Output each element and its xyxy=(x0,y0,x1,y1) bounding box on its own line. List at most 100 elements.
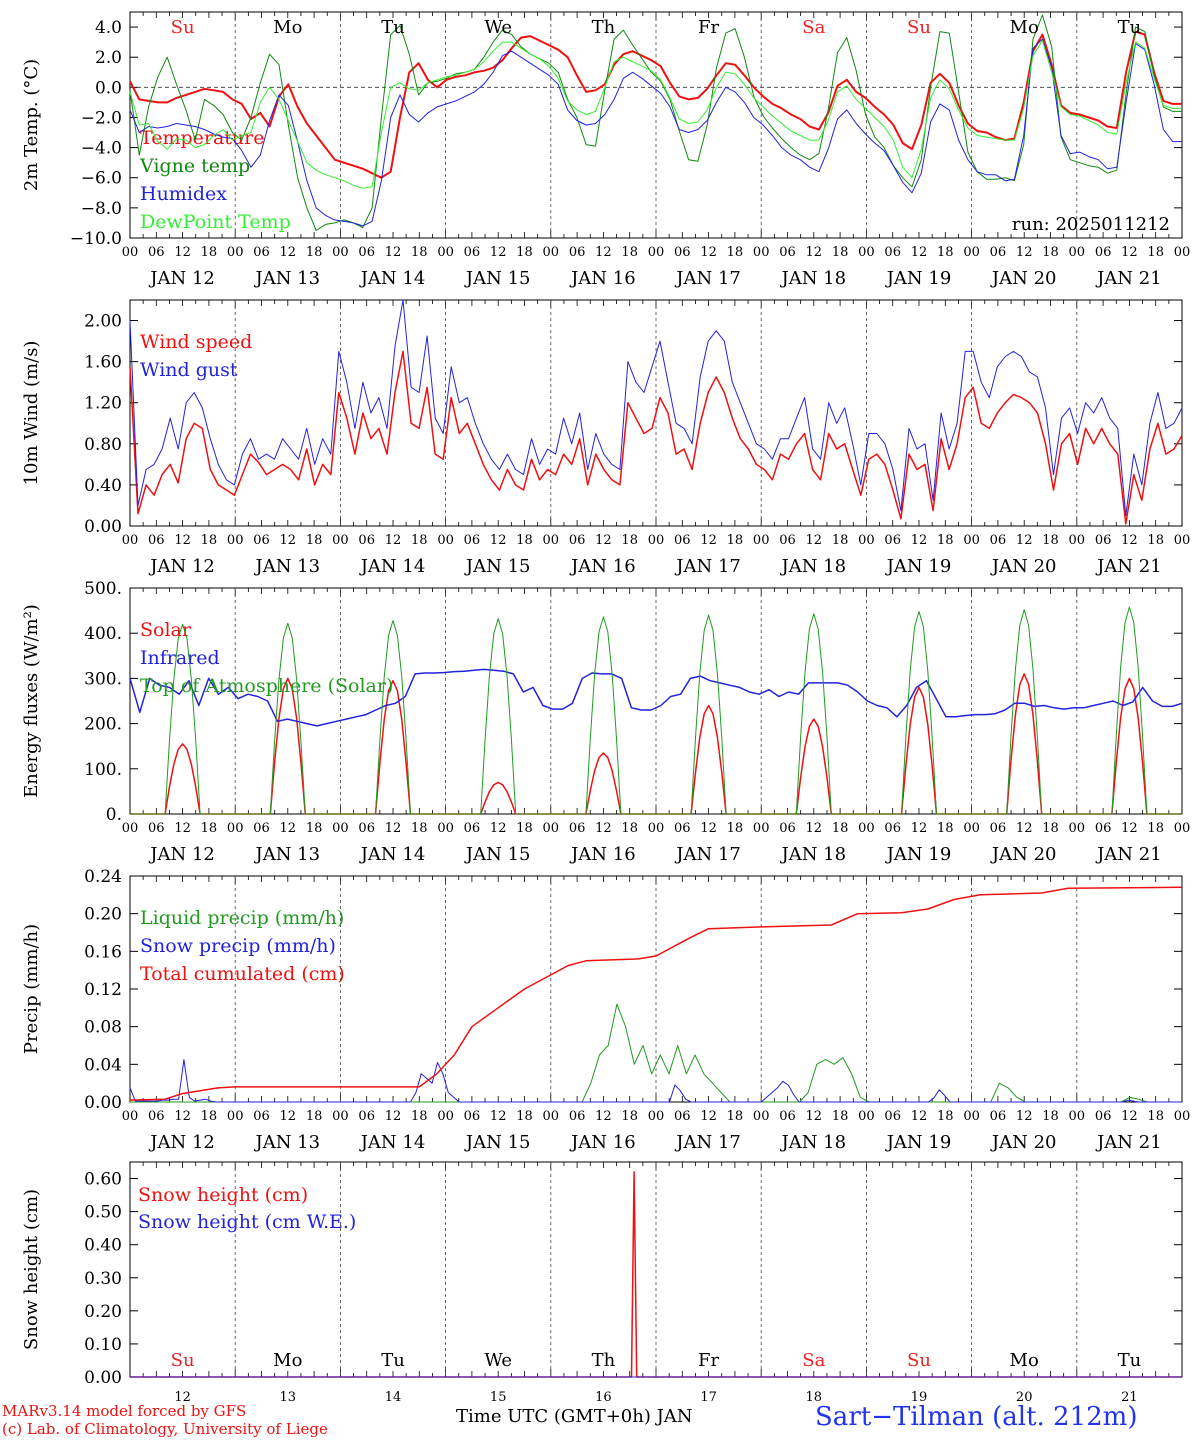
x-date-label: JAN 12 xyxy=(148,1132,215,1153)
x-hour-label: 00 xyxy=(1174,821,1191,836)
x-date-label: JAN 13 xyxy=(254,268,321,289)
x-hour-label: 06 xyxy=(1095,1109,1112,1124)
x-hour-label: 18 xyxy=(411,1109,428,1124)
y-tick-label: 0.20 xyxy=(84,1302,122,1322)
y-axis-label-3: Energy fluxes (W/m²) xyxy=(21,604,42,798)
x-date-label: JAN 15 xyxy=(464,268,531,289)
x-date-label: JAN 17 xyxy=(674,556,741,577)
y-tick-label: −10.0 xyxy=(70,229,122,249)
x-hour-label: 06 xyxy=(358,245,375,260)
x-date-label: JAN 13 xyxy=(254,556,321,577)
x-date-label: JAN 13 xyxy=(254,844,321,865)
x-date-label: JAN 18 xyxy=(780,844,847,865)
x-hour-label: 18 xyxy=(306,245,323,260)
x-hour-label: 06 xyxy=(884,245,901,260)
x-day-number: 16 xyxy=(595,1390,612,1405)
x-hour-label: 06 xyxy=(148,821,165,836)
y-tick-label: −2.0 xyxy=(81,108,122,128)
y-tick-label: 0.50 xyxy=(84,1203,122,1223)
x-hour-label: 18 xyxy=(727,821,744,836)
x-date-label: JAN 21 xyxy=(1095,844,1162,865)
x-date-label: JAN 18 xyxy=(780,1132,847,1153)
legend-entry: Snow precip (mm/h) xyxy=(140,935,336,957)
x-date-label: JAN 12 xyxy=(148,844,215,865)
x-hour-label: 12 xyxy=(700,533,717,548)
x-hour-label: 18 xyxy=(201,533,218,548)
legend-entry: Temperature xyxy=(140,127,264,149)
x-hour-label: 12 xyxy=(280,821,297,836)
x-hour-label: 12 xyxy=(490,821,507,836)
x-hour-label: 12 xyxy=(911,821,928,836)
x-day-number: 21 xyxy=(1121,1390,1138,1405)
x-hour-label: 00 xyxy=(122,821,139,836)
footer-model-line: MARv3.14 model forced by GFS xyxy=(2,1402,247,1420)
x-hour-label: 00 xyxy=(648,533,665,548)
y-tick-label: 0.40 xyxy=(84,476,122,496)
legend-entry: Wind speed xyxy=(140,331,252,353)
x-date-label: JAN 21 xyxy=(1095,268,1162,289)
x-hour-label: 12 xyxy=(174,1109,191,1124)
x-hour-label: 00 xyxy=(858,533,875,548)
x-hour-label: 00 xyxy=(543,245,560,260)
x-hour-label: 00 xyxy=(122,245,139,260)
x-date-label: JAN 20 xyxy=(990,556,1057,577)
x-hour-label: 18 xyxy=(937,821,954,836)
x-hour-label: 00 xyxy=(437,245,454,260)
y-tick-label: 100. xyxy=(84,760,122,780)
x-hour-label: 00 xyxy=(1069,245,1086,260)
x-day-number: 19 xyxy=(911,1390,928,1405)
x-day-number: 17 xyxy=(700,1390,717,1405)
x-hour-label: 06 xyxy=(990,821,1007,836)
x-hour-label: 00 xyxy=(332,821,349,836)
x-hour-label: 18 xyxy=(516,533,533,548)
x-hour-label: 18 xyxy=(832,1109,849,1124)
x-date-label: JAN 19 xyxy=(885,268,952,289)
x-hour-label: 18 xyxy=(1147,533,1164,548)
y-tick-label: 500. xyxy=(84,579,122,599)
x-hour-label: 06 xyxy=(464,245,481,260)
y-tick-label: 2.0 xyxy=(95,48,122,68)
x-hour-label: 00 xyxy=(1174,245,1191,260)
series-line-top-of-atmosphere-solar- xyxy=(130,606,1182,815)
x-hour-label: 06 xyxy=(253,1109,270,1124)
x-hour-label: 00 xyxy=(1069,1109,1086,1124)
x-hour-label: 06 xyxy=(884,1109,901,1124)
y-tick-label: 0.04 xyxy=(84,1055,122,1075)
x-hour-label: 12 xyxy=(911,245,928,260)
series-line-humidex xyxy=(129,38,1182,227)
y-tick-label: −8.0 xyxy=(81,199,122,219)
x-hour-label: 18 xyxy=(727,1109,744,1124)
x-day-number: 12 xyxy=(174,1390,191,1405)
x-date-label: JAN 16 xyxy=(569,556,636,577)
y-tick-label: 200. xyxy=(84,715,122,735)
x-hour-label: 18 xyxy=(621,821,638,836)
x-hour-label: 00 xyxy=(332,245,349,260)
x-hour-label: 18 xyxy=(621,245,638,260)
series-line-wind-gust xyxy=(129,299,1183,517)
y-tick-label: 300. xyxy=(84,669,122,689)
x-axis-title: Time UTC (GMT+0h) JAN xyxy=(456,1406,693,1427)
y-tick-label: 400. xyxy=(84,624,122,644)
footer-credit-line: (c) Lab. of Climatology, University of L… xyxy=(2,1420,328,1438)
x-hour-label: 06 xyxy=(569,821,586,836)
y-tick-label: 2.00 xyxy=(84,312,122,332)
x-hour-label: 00 xyxy=(963,533,980,548)
day-name: Su xyxy=(907,1350,931,1371)
x-hour-label: 00 xyxy=(753,533,770,548)
x-hour-label: 06 xyxy=(569,1109,586,1124)
day-name: Tu xyxy=(1118,17,1142,38)
y-tick-label: 0.40 xyxy=(84,1236,122,1256)
x-date-label: JAN 19 xyxy=(885,556,952,577)
x-hour-label: 18 xyxy=(727,533,744,548)
x-hour-label: 18 xyxy=(1042,1109,1059,1124)
x-hour-label: 00 xyxy=(227,1109,244,1124)
x-hour-label: 18 xyxy=(411,533,428,548)
y-tick-label: 0.08 xyxy=(84,1018,122,1038)
x-hour-label: 12 xyxy=(595,245,612,260)
x-hour-label: 18 xyxy=(201,821,218,836)
x-hour-label: 06 xyxy=(464,533,481,548)
x-hour-label: 06 xyxy=(779,821,796,836)
x-date-label: JAN 20 xyxy=(990,268,1057,289)
x-hour-label: 12 xyxy=(1121,821,1138,836)
x-hour-label: 12 xyxy=(1016,1109,1033,1124)
